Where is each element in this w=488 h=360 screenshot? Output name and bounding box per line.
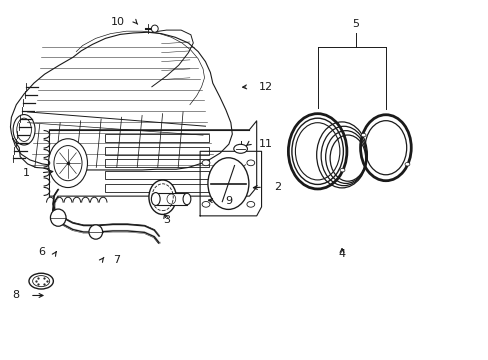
Ellipse shape [183,193,190,205]
Text: 11: 11 [259,139,273,149]
Ellipse shape [202,202,209,207]
Text: 12: 12 [259,82,273,92]
Ellipse shape [48,139,87,188]
Ellipse shape [288,114,346,189]
Text: 8: 8 [12,291,19,301]
Ellipse shape [246,202,254,207]
Ellipse shape [339,168,344,172]
Text: 9: 9 [224,196,232,206]
Ellipse shape [404,162,409,166]
Text: 6: 6 [39,247,45,257]
Ellipse shape [149,180,176,215]
Ellipse shape [246,160,254,166]
Ellipse shape [89,225,102,239]
Text: 3: 3 [163,215,170,225]
Ellipse shape [50,209,66,226]
Ellipse shape [361,133,365,137]
Ellipse shape [202,160,209,166]
Ellipse shape [233,144,247,153]
Bar [156,193,186,206]
Text: 5: 5 [351,19,359,29]
Ellipse shape [151,193,160,206]
Text: 4: 4 [338,248,345,258]
Text: 7: 7 [113,255,120,265]
Text: 10: 10 [111,17,125,27]
Ellipse shape [360,115,410,181]
Ellipse shape [29,273,53,289]
Ellipse shape [207,158,248,210]
Text: 2: 2 [273,182,280,192]
Ellipse shape [151,25,158,32]
Text: 1: 1 [23,168,30,178]
